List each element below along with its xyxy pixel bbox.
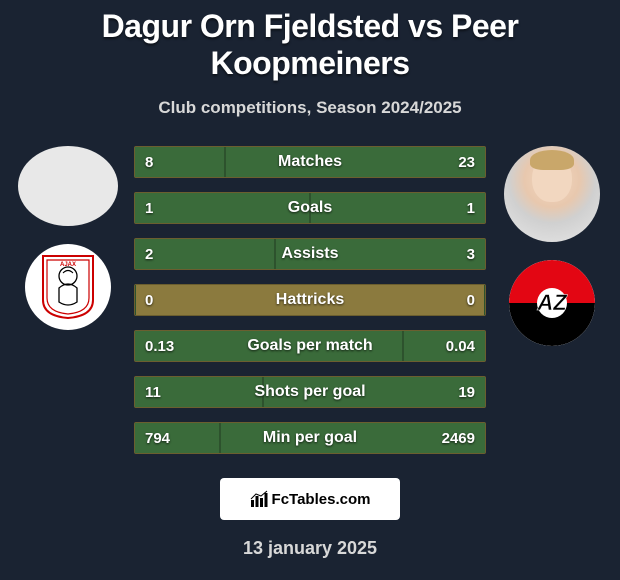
stat-bars: 8 Matches 23 1 Goals 1 2 Assists 3 0 Hattricks 0 0.1…	[128, 146, 492, 454]
page-title: Dagur Orn Fjeldsted vs Peer Koopmeiners	[0, 0, 620, 82]
stat-value-left: 0	[145, 292, 153, 309]
stat-label: Min per goal	[263, 429, 357, 447]
brand-text: FcTables.com	[272, 491, 371, 508]
stat-label: Goals per match	[247, 337, 372, 355]
club-left-badge: AJAX	[25, 244, 111, 330]
stat-bar-right-fill	[225, 147, 485, 177]
ajax-logo-icon: AJAX	[41, 254, 95, 320]
stat-label: Goals	[288, 199, 332, 217]
player-left-avatar	[18, 146, 118, 226]
stat-row: 8 Matches 23	[134, 146, 486, 178]
stat-bar-left-fill	[135, 193, 310, 223]
subtitle: Club competitions, Season 2024/2025	[0, 98, 620, 118]
stat-value-left: 1	[145, 200, 153, 217]
stat-bar-left-fill	[135, 285, 136, 315]
stat-bar-right-fill	[484, 285, 485, 315]
stat-row: 2 Assists 3	[134, 238, 486, 270]
stat-value-right: 2469	[442, 430, 475, 447]
left-side: AJAX	[8, 146, 128, 454]
stat-row: 0.13 Goals per match 0.04	[134, 330, 486, 362]
stat-value-right: 19	[458, 384, 475, 401]
right-side: AZ	[492, 146, 612, 454]
club-right-badge: AZ	[509, 260, 595, 346]
comparison-content: AJAX 8 Matches 23 1 Goals 1 2 Assists 3 0 Hattrick…	[0, 146, 620, 454]
player-right-avatar	[504, 146, 600, 242]
stat-value-left: 794	[145, 430, 170, 447]
stat-value-left: 2	[145, 246, 153, 263]
stat-value-left: 0.13	[145, 338, 174, 355]
stat-value-right: 23	[458, 154, 475, 171]
stat-value-right: 3	[467, 246, 475, 263]
stat-label: Hattricks	[276, 291, 344, 309]
stat-value-right: 0	[467, 292, 475, 309]
stat-row: 1 Goals 1	[134, 192, 486, 224]
stat-row: 794 Min per goal 2469	[134, 422, 486, 454]
stat-value-left: 11	[145, 384, 161, 401]
stat-row: 11 Shots per goal 19	[134, 376, 486, 408]
brand-badge[interactable]: FcTables.com	[220, 478, 400, 520]
stat-row: 0 Hattricks 0	[134, 284, 486, 316]
stat-bar-right-fill	[310, 193, 485, 223]
stat-value-right: 0.04	[446, 338, 475, 355]
stat-label: Shots per goal	[254, 383, 365, 401]
svg-text:AJAX: AJAX	[60, 262, 76, 268]
az-logo-text: AZ	[537, 290, 566, 316]
date-text: 13 january 2025	[0, 538, 620, 559]
stat-label: Matches	[278, 153, 342, 171]
stat-bar-left-fill	[135, 239, 275, 269]
stat-value-left: 8	[145, 154, 153, 171]
bar-chart-icon	[250, 490, 268, 508]
stat-value-right: 1	[467, 200, 475, 217]
stat-label: Assists	[282, 245, 339, 263]
